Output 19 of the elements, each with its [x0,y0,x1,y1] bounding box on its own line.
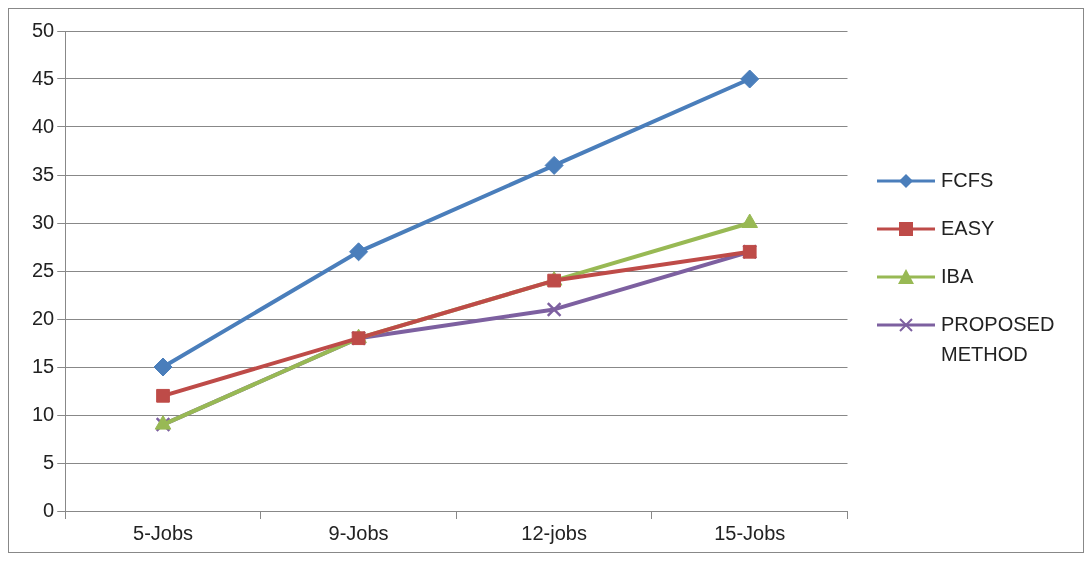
legend-label: FCFS [941,168,995,193]
x-tick-label: 15-Jobs [714,521,786,544]
y-tick-label: 35 [32,162,55,185]
y-tick-label: 45 [32,66,55,89]
x-tick-label: 5-Jobs [133,521,194,544]
y-tick-label: 20 [32,306,55,329]
y-tick-label: 0 [43,498,55,521]
legend-label: PROPOSED METHOD [941,312,1056,367]
x-tick-label: 12-jobs [521,521,587,544]
legend-label: IBA [941,264,975,289]
y-tick-label: 50 [32,18,55,41]
y-tick-label: 40 [32,114,55,137]
y-tick-label: 25 [32,258,55,281]
y-tick-label: 15 [32,354,55,377]
y-tick-label: 10 [32,402,55,425]
legend-label: EASY [941,216,996,241]
y-tick-label: 30 [32,210,55,233]
y-tick-label: 5 [43,450,55,473]
x-tick-label: 9-Jobs [328,521,389,544]
